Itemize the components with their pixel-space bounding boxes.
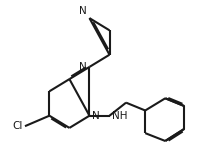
Text: N: N	[79, 6, 87, 15]
Text: NH: NH	[112, 111, 128, 121]
Text: N: N	[92, 111, 100, 121]
Text: Cl: Cl	[13, 121, 23, 131]
Text: N: N	[79, 62, 87, 72]
